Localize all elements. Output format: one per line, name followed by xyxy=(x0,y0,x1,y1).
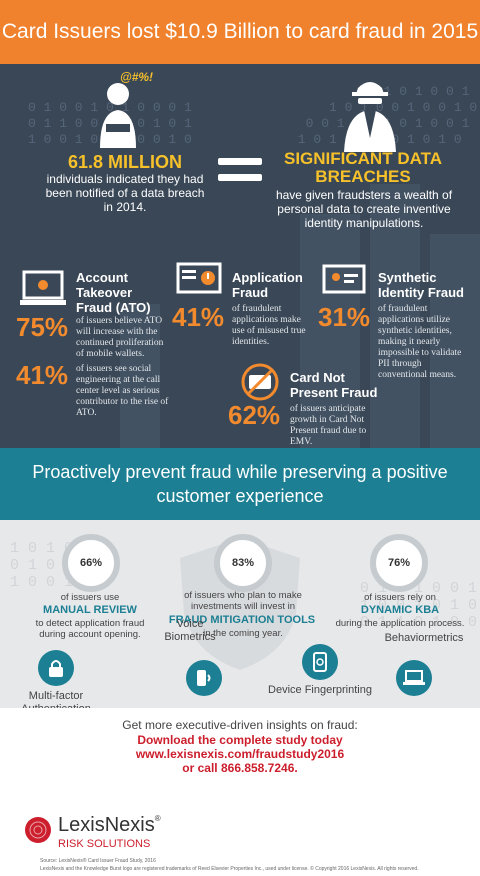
kba-pre: of issuers rely on xyxy=(364,592,436,603)
cnp-title: Card Not Present Fraud xyxy=(290,370,378,400)
registered-mark: ® xyxy=(154,814,161,823)
fingerprint-phone-icon xyxy=(302,644,338,680)
biometric-label-4: Behaviormetrics xyxy=(384,632,464,644)
cta-intro: Get more executive-driven insights on fr… xyxy=(122,718,358,732)
application-desc: of fraudulent applications make use of m… xyxy=(232,304,306,347)
application-pct: 41% xyxy=(172,302,225,332)
legal-note: LexisNexis and the Knowledge Burst logo … xyxy=(40,866,419,872)
building-shape xyxy=(120,304,160,448)
page-title: Card Issuers lost $10.9 Billion to card … xyxy=(1,20,479,43)
ato-desc-2: of issuers see social engineering at the… xyxy=(76,364,169,418)
biometric-label-1: Multi-factor Authentication xyxy=(21,690,91,708)
brand-text: LexisNexis xyxy=(58,814,155,836)
solutions-section: 1 0 1 0 0 1 0 1 0 0 1 0 1 0 0 1 0 1 0 1 … xyxy=(0,520,480,708)
breach-title: SIGNIFICANT DATA BREACHES xyxy=(283,149,443,186)
voice-phone-icon xyxy=(186,660,222,696)
lock-person-icon xyxy=(38,650,74,686)
cnp-pct: 62% xyxy=(228,400,281,430)
manual-review-pct: 66% xyxy=(79,557,103,569)
phone-link[interactable]: or call 866.858.7246. xyxy=(182,761,298,775)
building-shape xyxy=(430,234,480,448)
laptop-hack-icon xyxy=(20,270,66,305)
frustrated-person-icon xyxy=(100,83,136,148)
fraud-tools-key: FRAUD MITIGATION TOOLS xyxy=(168,614,316,626)
banner-text: Proactively prevent fraud while preservi… xyxy=(32,462,448,506)
cta-block: Download the complete study today www.le… xyxy=(0,733,480,775)
fraud-tools-ring: 83% xyxy=(214,534,272,592)
ato-pct-1: 75% xyxy=(16,312,69,342)
prevent-banner: Proactively prevent fraud while preservi… xyxy=(0,448,480,520)
manual-review-ring: 66% xyxy=(62,534,120,592)
fraud-section: 0 1 0 0 1 0 1 0 0 0 1 0 1 1 0 0 1 0 0 1 … xyxy=(0,64,480,448)
binary-pattern: 0 1 0 1 0 0 1 1 0 0 1 0 1 0 0 1 1 0 1 0 … xyxy=(360,580,478,631)
laptop-touch-icon xyxy=(396,660,432,696)
breach-desc: have given fraudsters a wealth of person… xyxy=(275,188,453,230)
ato-title: Account Takeover Fraud (ATO) xyxy=(76,270,151,315)
cnp-desc: of issuers anticipate growth in Card Not… xyxy=(290,404,367,447)
equals-sign xyxy=(218,158,262,190)
study-url-link[interactable]: www.lexisnexis.com/fraudstudy2016 xyxy=(135,747,345,761)
fraud-tools-pre: of issuers who plan to make investments … xyxy=(184,590,302,612)
brand-name: LexisNexis® xyxy=(58,814,161,837)
fraud-tools-post: in the coming year. xyxy=(203,628,283,639)
building-shape xyxy=(300,214,360,448)
hacker-icon xyxy=(344,82,396,152)
biometric-label-3: Device Fingerprinting xyxy=(268,684,372,696)
ato-pct-2: 41% xyxy=(16,360,69,390)
header-banner: Card Issuers lost $10.9 Billion to card … xyxy=(0,0,480,64)
synthetic-title: Synthetic Identity Fraud xyxy=(378,270,464,300)
breach-stat: 61.8 MILLION xyxy=(67,152,183,172)
synthetic-pct: 31% xyxy=(318,302,371,332)
manual-review-pre: of issuers use xyxy=(60,592,120,603)
application-title: Application Fraud xyxy=(232,270,303,300)
building-shape xyxy=(370,184,420,448)
manual-review-key: MANUAL REVIEW xyxy=(43,604,137,616)
footer: Get more executive-driven insights on fr… xyxy=(0,708,480,876)
source-note: Source: LexisNexis® Card Issuer Fraud St… xyxy=(40,858,156,864)
no-card-icon xyxy=(241,363,279,401)
synthetic-id-icon xyxy=(322,264,366,294)
kba-ring: 76% xyxy=(370,534,428,592)
kba-pct: 76% xyxy=(387,557,411,569)
biometric-label-2: Voice Biometrics xyxy=(164,618,216,643)
download-link[interactable]: Download the complete study today xyxy=(137,733,343,747)
manual-review-post: to detect application fraud during accou… xyxy=(35,618,145,640)
synthetic-desc: of fraudulent applications utilize synth… xyxy=(378,304,462,380)
expletive-bubble: @#%! xyxy=(120,70,154,84)
knowledge-burst-logo xyxy=(25,817,51,843)
ato-desc-1: of issuers believe ATO will increase wit… xyxy=(76,316,164,359)
fraud-tools-pct: 83% xyxy=(231,557,255,569)
kba-post: during the application process. xyxy=(335,618,465,629)
brand-sub: RISK SOLUTIONS xyxy=(58,838,151,850)
kba-key: DYNAMIC KBA xyxy=(360,604,440,616)
application-warning-icon xyxy=(176,262,222,294)
breach-stat-desc: individuals indicated they had been noti… xyxy=(45,172,205,214)
